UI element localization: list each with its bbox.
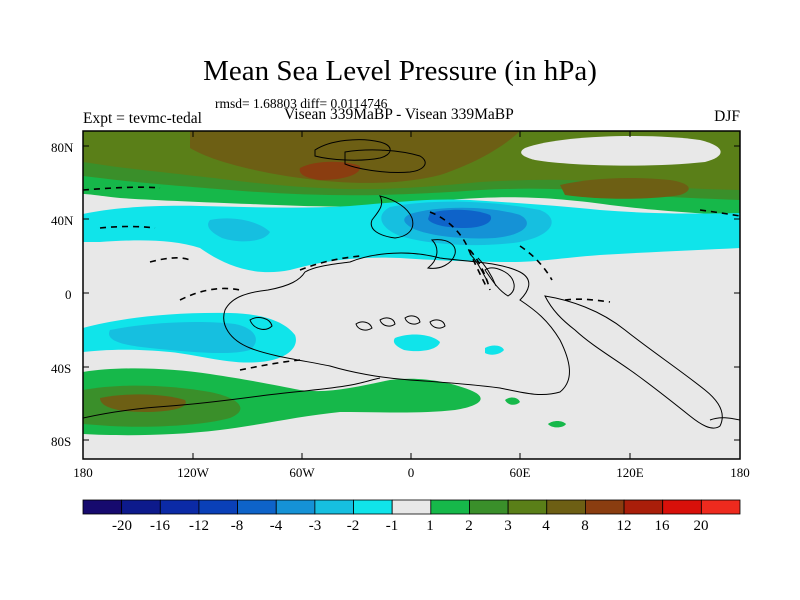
contour-north-white [521,136,721,166]
lon-tick-120w: 120W [177,465,209,480]
colorbar-swatch [353,499,393,515]
colorbar-label: -16 [150,518,170,534]
colorbar-label: 3 [504,518,512,534]
coastlines [83,139,740,429]
contour-north-8-east [560,177,689,199]
contour-south-neg1-small [393,334,504,355]
colorbar-swatch [469,499,509,515]
colorbar-swatch [121,499,161,515]
lat-tick-eq: 0 [65,287,72,302]
tick-marks [83,131,740,459]
colorbar-label: -20 [112,518,132,534]
lon-tick-60w: 60W [289,465,315,480]
colorbar-label: -1 [385,518,399,534]
colorbar-swatch [82,499,123,515]
colorbar-swatch [159,499,200,515]
contour-south-neg2 [109,322,256,354]
colorbar-swatch [237,499,277,515]
colorbar-label: 2 [465,518,473,534]
colorbar-swatch [314,499,354,515]
stats-label: rmsd= 1.68803 diff= 0.0114746 [215,96,388,111]
lat-tick-40s: 40S [51,361,72,376]
colorbar-label: -4 [269,518,283,534]
colorbar-swatch [507,499,548,515]
colorbar-label: 12 [616,518,632,534]
colorbar-swatch [275,499,316,515]
lat-tick-80n: 80N [51,140,74,155]
plot-title: Mean Sea Level Pressure (in hPa) [203,55,597,87]
colorbar-swatch [585,499,625,515]
lon-tick-0: 0 [407,465,415,480]
contour-north-8 [190,131,520,183]
lon-tick-180w: 180 [73,465,93,480]
colorbar-label: -3 [308,518,322,534]
colorbar-label: -2 [346,518,360,534]
colorbar-swatch [430,499,470,515]
colorbar-swatch [391,499,432,515]
contour-south-green-east [505,397,566,428]
colorbar-label: 4 [542,518,550,534]
colorbar-swatch [662,499,702,515]
colorbar-label: -8 [230,518,244,534]
colorbar-swatch [700,499,741,515]
experiment-name: Visean 339MaBP - Visean 339MaBP [284,106,514,123]
colorbar-swatch [546,499,586,515]
lat-tick-80s: 80S [51,434,72,449]
lat-tick-40n: 40N [51,213,74,228]
colorbar [82,499,741,515]
colorbar-label: -12 [189,518,209,534]
lon-tick-180e: 180 [730,465,750,480]
colorbar-swatch [623,499,664,515]
contour-north-12 [299,161,361,180]
colorbar-label: 1 [426,518,434,534]
colorbar-label: 16 [654,518,670,534]
experiment-label: Expt = tevmc-tedal [83,110,202,127]
paleo-coastline-dashed [83,186,740,371]
pressure-field [83,131,740,459]
colorbar-label: 8 [581,518,589,534]
lon-tick-60e: 60E [509,465,531,480]
colorbar-label: 20 [693,518,709,534]
colorbar-swatch [198,499,238,515]
season-label: DJF [714,108,740,125]
contour-north-neg4 [428,209,492,228]
contour-south-8 [100,394,186,412]
lon-tick-120e: 120E [616,465,644,480]
